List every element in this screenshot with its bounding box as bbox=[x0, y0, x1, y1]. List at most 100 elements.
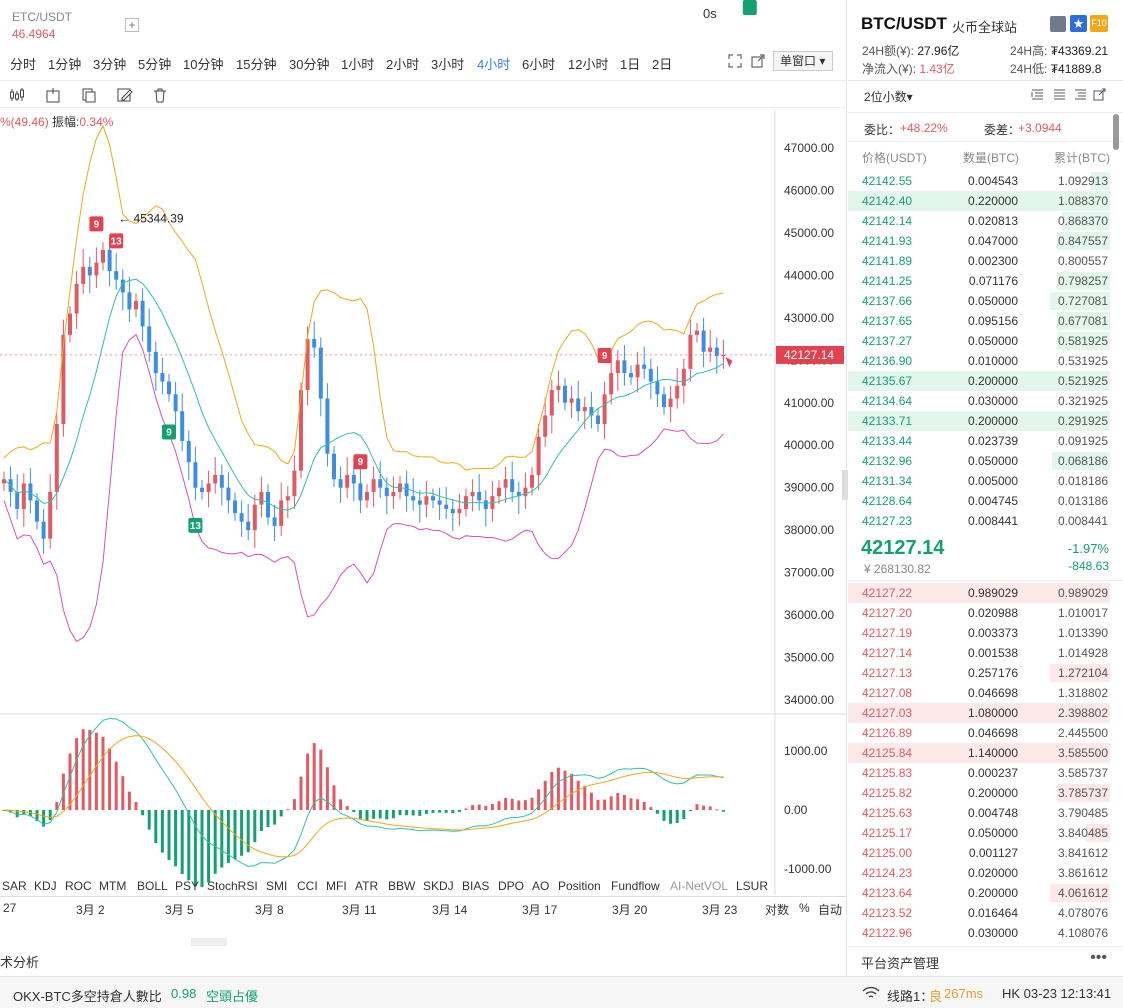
interval-6[interactable]: 30分钟 bbox=[289, 57, 330, 72]
collapse-handle[interactable] bbox=[191, 938, 227, 946]
indicator-tab-mtm[interactable]: MTM bbox=[99, 879, 127, 893]
indicator-tab-boll[interactable]: BOLL bbox=[137, 879, 168, 893]
interval-14[interactable]: 2日 bbox=[652, 57, 673, 72]
indicator-tab-atr[interactable]: ATR bbox=[355, 879, 379, 893]
ask-row[interactable]: 42125.82 0.200000 3.785737 bbox=[848, 783, 1110, 803]
indicator-tab-skdj[interactable]: SKDJ bbox=[423, 879, 454, 893]
ask-row[interactable]: 42127.14 0.001538 1.014928 bbox=[848, 643, 1110, 663]
interval-11[interactable]: 6小时 bbox=[522, 57, 556, 72]
ask-row[interactable]: 42122.96 0.030000 4.108076 bbox=[848, 923, 1110, 943]
ask-row[interactable]: 42125.63 0.004748 3.790485 bbox=[848, 803, 1110, 823]
bid-row[interactable]: 42141.25 0.071176 0.798257 bbox=[848, 271, 1110, 291]
indicator-tab-position[interactable]: Position bbox=[558, 879, 601, 893]
fullscreen-icon[interactable] bbox=[728, 54, 742, 68]
indicator-tab-psy[interactable]: PSY bbox=[175, 879, 200, 893]
add-tab-button[interactable]: + bbox=[125, 18, 139, 32]
favorite-star-icon[interactable]: ★ bbox=[1070, 15, 1087, 32]
indicator-icon[interactable] bbox=[44, 86, 62, 104]
ask-row[interactable]: 42127.22 0.989029 0.989029 bbox=[848, 583, 1110, 603]
ask-row[interactable]: 42127.19 0.003373 1.013390 bbox=[848, 623, 1110, 643]
bid-row[interactable]: 42133.71 0.200000 0.291925 bbox=[848, 411, 1110, 431]
line-label[interactable]: 线路1： bbox=[887, 989, 934, 1004]
bid-row[interactable]: 42141.93 0.047000 0.847557 bbox=[848, 231, 1110, 251]
axis-option-0[interactable]: 对数 bbox=[765, 903, 790, 917]
ask-row[interactable]: 42127.08 0.046698 1.318802 bbox=[848, 683, 1110, 703]
popout-icon[interactable] bbox=[751, 54, 765, 68]
orderbook-bids-icon[interactable] bbox=[1053, 88, 1066, 101]
side-collapse-handle[interactable] bbox=[842, 470, 848, 500]
indicator-tab-sar[interactable]: SAR bbox=[2, 879, 27, 893]
ask-row[interactable]: 42127.20 0.020988 1.010017 bbox=[848, 603, 1110, 623]
ask-row[interactable]: 42123.64 0.200000 4.061612 bbox=[848, 883, 1110, 903]
ask-row[interactable]: 42125.84 1.140000 3.585500 bbox=[848, 743, 1110, 763]
ask-row[interactable]: 42125.17 0.050000 3.840485 bbox=[848, 823, 1110, 843]
orderbook-popout-icon[interactable] bbox=[1093, 88, 1106, 101]
bid-row[interactable]: 42132.96 0.050000 0.068186 bbox=[848, 451, 1110, 471]
orderbook-asks-icon[interactable] bbox=[1074, 88, 1087, 101]
bid-row[interactable]: 42131.34 0.005000 0.018186 bbox=[848, 471, 1110, 491]
tab-symbol[interactable]: ETC/USDT bbox=[12, 10, 72, 24]
indicator-tab-fundflow[interactable]: Fundflow bbox=[611, 879, 660, 893]
f10-icon[interactable]: F10 bbox=[1090, 15, 1108, 32]
interval-5[interactable]: 15分钟 bbox=[236, 57, 277, 72]
interval-4[interactable]: 10分钟 bbox=[183, 57, 224, 72]
indicator-tab-kdj[interactable]: KDJ bbox=[34, 879, 57, 893]
bid-row[interactable]: 42142.40 0.220000 1.088370 bbox=[848, 191, 1110, 211]
analysis-tab[interactable]: 术分析 bbox=[0, 955, 40, 970]
interval-0[interactable]: 分时 bbox=[10, 57, 37, 72]
orderbook-scrollbar[interactable] bbox=[1113, 114, 1119, 150]
candle-type-icon[interactable] bbox=[8, 86, 26, 104]
axis-option-1[interactable]: % bbox=[799, 901, 810, 915]
bid-row[interactable]: 42142.14 0.020813 0.868370 bbox=[848, 211, 1110, 231]
interval-7[interactable]: 1小时 bbox=[341, 57, 375, 72]
ask-row[interactable]: 42127.13 0.257176 1.272104 bbox=[848, 663, 1110, 683]
interval-9[interactable]: 3小时 bbox=[431, 57, 465, 72]
bid-row[interactable]: 42135.67 0.200000 0.521925 bbox=[848, 371, 1110, 391]
more-icon[interactable]: ••• bbox=[1090, 949, 1107, 966]
indicator-tab-roc[interactable]: ROC bbox=[65, 879, 92, 893]
indicator-tab-lsur[interactable]: LSUR bbox=[736, 879, 769, 893]
window-mode-select[interactable]: 单窗口 ▾ bbox=[773, 51, 833, 71]
bid-row[interactable]: 42128.64 0.004745 0.013186 bbox=[848, 491, 1110, 511]
symbol-tab[interactable]: ETC/USDT 46.4964 + bbox=[0, 0, 150, 44]
orderbook-both-icon[interactable] bbox=[1031, 88, 1044, 101]
indicator-tab-smi[interactable]: SMI bbox=[266, 879, 288, 893]
interval-1[interactable]: 1分钟 bbox=[48, 57, 82, 72]
ask-row[interactable]: 42125.83 0.000237 3.585737 bbox=[848, 763, 1110, 783]
interval-2[interactable]: 3分钟 bbox=[93, 57, 127, 72]
axis-option-2[interactable]: 自动 bbox=[818, 903, 843, 917]
indicator-tab-ai-netvol[interactable]: AI-NetVOL bbox=[670, 879, 729, 893]
indicator-tab-bias[interactable]: BIAS bbox=[462, 879, 490, 893]
ask-row[interactable]: 42123.52 0.016464 4.078076 bbox=[848, 903, 1110, 923]
asset-management[interactable]: 平台资产管理 ••• bbox=[848, 946, 1123, 974]
bid-row[interactable]: 42127.23 0.008441 0.008441 bbox=[848, 511, 1110, 531]
indicator-tab-bbw[interactable]: BBW bbox=[388, 879, 416, 893]
decimal-select[interactable]: 2位小数▾ bbox=[864, 90, 913, 104]
bid-row[interactable]: 42136.90 0.010000 0.531925 bbox=[848, 351, 1110, 371]
bid-row[interactable]: 42134.64 0.030000 0.321925 bbox=[848, 391, 1110, 411]
indicator-tab-cci[interactable]: CCI bbox=[297, 879, 318, 893]
bid-row[interactable]: 42141.89 0.002300 0.800557 bbox=[848, 251, 1110, 271]
seconds-label[interactable]: 0s bbox=[703, 6, 717, 21]
bid-row[interactable]: 42137.66 0.050000 0.727081 bbox=[848, 291, 1110, 311]
indicator-tab-mfi[interactable]: MFI bbox=[326, 879, 347, 893]
interval-8[interactable]: 2小时 bbox=[386, 57, 420, 72]
indicator-tab-dpo[interactable]: DPO bbox=[498, 879, 525, 893]
alert-icon[interactable] bbox=[1050, 16, 1066, 32]
bid-row[interactable]: 42142.55 0.004543 1.092913 bbox=[848, 171, 1110, 191]
interval-12[interactable]: 12小时 bbox=[568, 57, 609, 72]
edit-icon[interactable] bbox=[116, 86, 134, 104]
price-chart[interactable]: 47000.00 46000.00 45000.00 44000.00 43000.00… bbox=[0, 0, 846, 900]
ask-row[interactable]: 42126.89 0.046698 2.445500 bbox=[848, 723, 1110, 743]
interval-3[interactable]: 5分钟 bbox=[138, 57, 172, 72]
bid-row[interactable]: 42133.44 0.023739 0.091925 bbox=[848, 431, 1110, 451]
copy-icon[interactable] bbox=[80, 86, 98, 104]
interval-10[interactable]: 4小时 bbox=[477, 57, 511, 72]
indicator-tab-ao[interactable]: AO bbox=[532, 879, 550, 893]
interval-13[interactable]: 1日 bbox=[620, 57, 641, 72]
ask-row[interactable]: 42124.23 0.020000 3.861612 bbox=[848, 863, 1110, 883]
trash-icon[interactable] bbox=[151, 86, 169, 104]
indicator-tab-stochrsi[interactable]: StochRSI bbox=[207, 879, 258, 893]
bid-row[interactable]: 42137.27 0.050000 0.581925 bbox=[848, 331, 1110, 351]
ask-row[interactable]: 42125.00 0.001127 3.841612 bbox=[848, 843, 1110, 863]
